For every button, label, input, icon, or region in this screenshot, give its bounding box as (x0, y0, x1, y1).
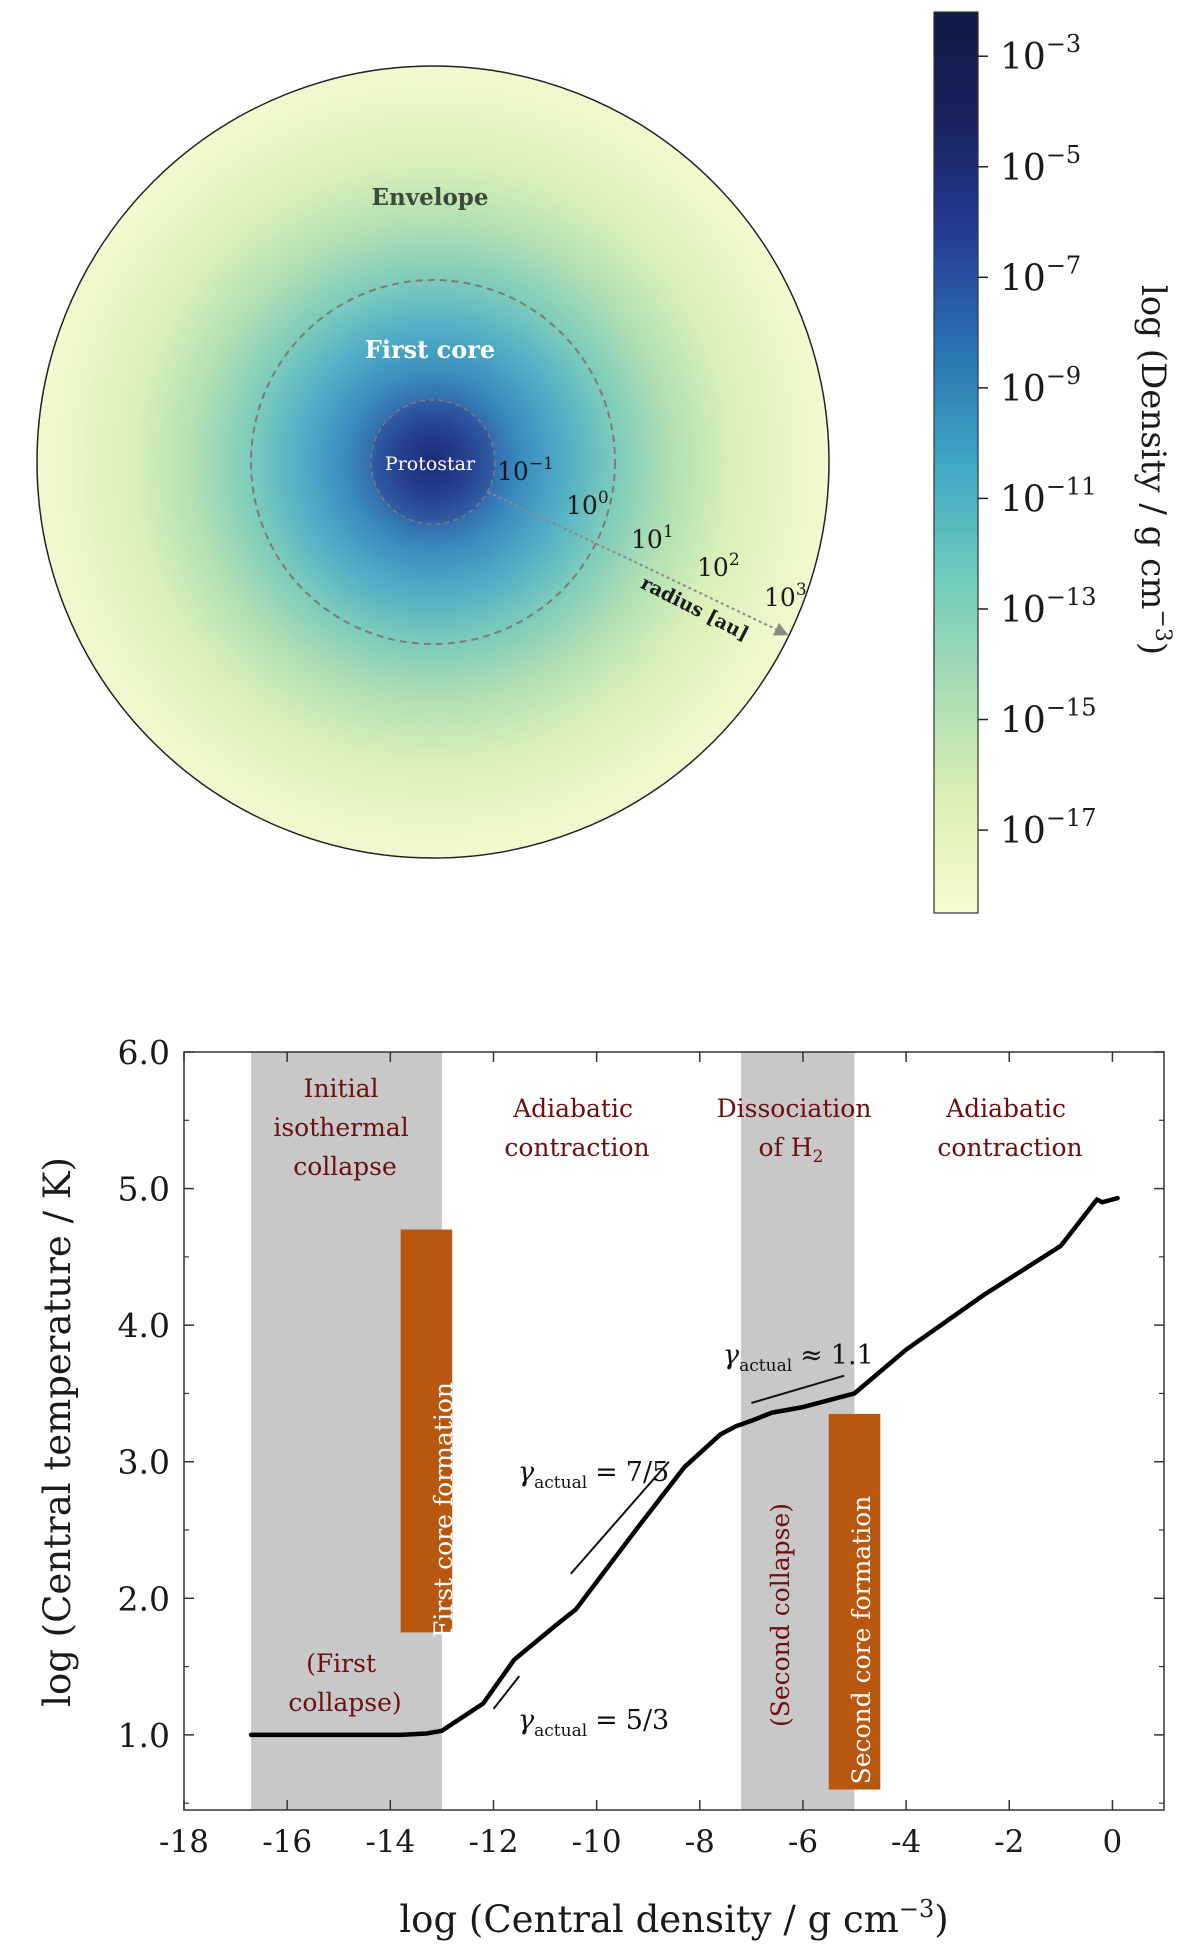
colorbar-tick-label: 10−3 (1000, 30, 1081, 78)
x-tick-label: -16 (262, 1824, 312, 1860)
temperature-curve (248, 1195, 1120, 1738)
x-tick-label: -2 (994, 1824, 1024, 1860)
y-axis-label: log (Central temperature / K) (36, 1157, 79, 1707)
x-axis-label: log (Central density / g cm−3) (399, 1895, 948, 1941)
y-tick-label: 5.0 (118, 1170, 170, 1209)
y-tick-label: 2.0 (118, 1579, 170, 1618)
x-tick-label: -12 (469, 1824, 519, 1860)
radius-tick-label: 100 (566, 488, 609, 520)
region-label-envelope: Envelope (371, 184, 488, 211)
band-label-initial-isothermal: Initial isothermal collapse (273, 1074, 416, 1181)
x-tick-label: -10 (572, 1824, 622, 1860)
colorbar-ticks: 10−3 10−5 10−7 10−9 10−11 10−13 10−15 10−17 (978, 30, 1096, 852)
colorbar-label: log (Density / g cm−3) (1133, 285, 1175, 655)
radius-tick-label: 103 (764, 580, 807, 612)
gamma-label-1-1: γactual ≈1.1 (723, 1340, 874, 1376)
region-label-first-core: First core (365, 335, 495, 364)
first-core-boundary (250, 279, 616, 645)
formation-box (828, 1413, 881, 1790)
gamma-guide-line (751, 1374, 845, 1404)
axis-ticks: -18 -16 -14 -12 -10 -8 -6 -4 -2 0 1.0 2.0 3.0 4.0 5.0 6… (118, 1033, 1164, 1860)
band-label-dissociation: Dissociation of H2 (717, 1094, 880, 1167)
colorbar-tick-label: 10−11 (1000, 472, 1096, 520)
plot-frame (183, 1051, 1165, 1811)
temperature-density-plot: -18 -16 -14 -12 -10 -8 -6 -4 -2 0 1.0 2.0 3.0 4.0 5.0 6… (36, 1033, 1165, 1941)
formation-box (400, 1229, 453, 1633)
y-tick-label: 6.0 (118, 1033, 170, 1072)
y-tick-label: 1.0 (118, 1716, 170, 1755)
colorbar-ramp (933, 11, 979, 914)
second-core-formation-label: Second core formation (847, 1496, 876, 1785)
gamma-label-7-5: γactual = 7/5 (518, 1457, 669, 1493)
region-label-adiabatic-1: Adiabatic contraction (504, 1094, 649, 1162)
x-tick-label: -18 (159, 1824, 209, 1860)
radius-arrow (487, 491, 789, 636)
x-tick-label: -8 (685, 1824, 715, 1860)
y-tick-label: 4.0 (118, 1306, 170, 1345)
region-label-first-collapse: (First collapse) (288, 1649, 401, 1717)
gamma-guide-line (492, 1675, 521, 1710)
radius-tick-label: 10−1 (497, 454, 554, 486)
colorbar-tick-label: 10−17 (1000, 804, 1096, 852)
x-tick-label: -14 (365, 1824, 415, 1860)
formation-boxes (400, 1229, 881, 1790)
gamma-label-5-3: γactual = 5/3 (518, 1705, 669, 1741)
x-tick-label: -6 (788, 1824, 818, 1860)
colorbar-tick-label: 10−5 (1000, 141, 1081, 189)
x-tick-label: -4 (891, 1824, 921, 1860)
radius-tick-label: 101 (631, 522, 674, 554)
region-label-second-collapse: (Second collapse) (766, 1503, 795, 1727)
colorbar-tick-label: 10−7 (1000, 251, 1081, 299)
first-core-formation-label: First core formation (429, 1382, 458, 1638)
density-schematic: Envelope First core Protostar 10−1 100 1… (36, 65, 830, 859)
protostar-disc (370, 399, 496, 525)
radius-ticks: 10−1 100 101 102 103 (497, 454, 807, 612)
colorbar-tick-label: 10−13 (1000, 583, 1096, 631)
y-tick-label: 3.0 (118, 1443, 170, 1482)
radius-tick-label: 102 (697, 550, 740, 582)
colorbar: 10−3 10−5 10−7 10−9 10−11 10−13 10−15 10−17 log… (933, 11, 1175, 914)
x-tick-label: 0 (1103, 1824, 1123, 1860)
gamma-guide-lines (492, 1374, 845, 1710)
colorbar-tick-label: 10−9 (1000, 362, 1081, 410)
region-label-protostar: Protostar (385, 453, 476, 475)
region-label-adiabatic-2: Adiabatic contraction (937, 1094, 1082, 1162)
colorbar-tick-label: 10−15 (1000, 694, 1096, 742)
gamma-guide-line (570, 1461, 670, 1575)
